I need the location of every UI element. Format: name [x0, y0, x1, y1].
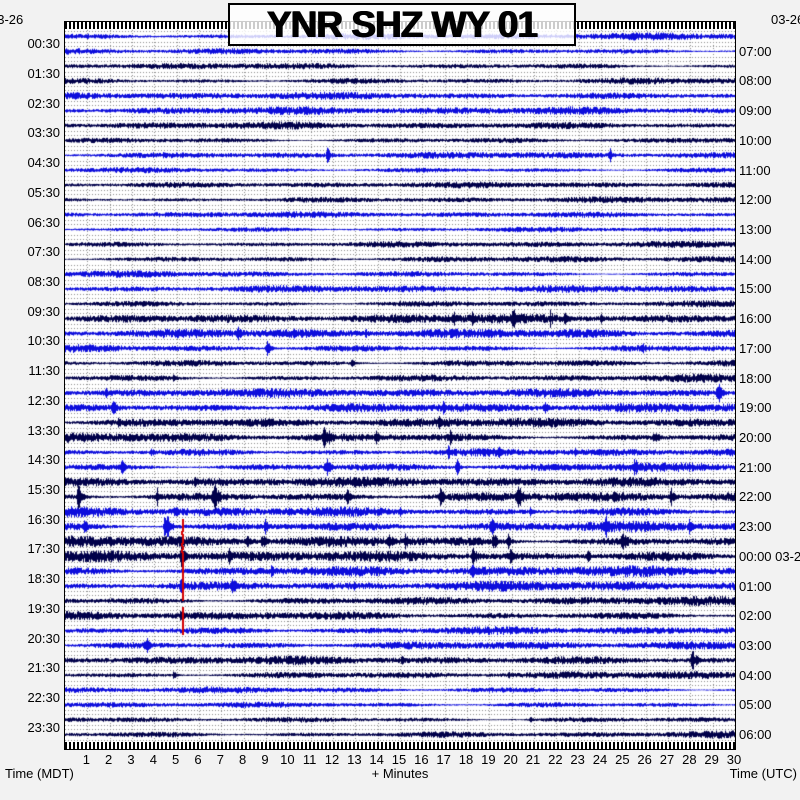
minute-label: 4: [149, 752, 157, 767]
time-label-utc: 19:00: [739, 400, 772, 416]
minute-label: 27: [659, 752, 675, 767]
time-label-utc: 10:00: [739, 132, 772, 148]
minute-label: 6: [194, 752, 202, 767]
minute-label: 3: [127, 752, 135, 767]
time-label-utc: 06:00: [739, 727, 772, 743]
time-label-mdt: 09:30: [27, 303, 60, 319]
time-label-mdt: 20:30: [27, 630, 60, 646]
time-label-utc: 12:00: [739, 192, 772, 208]
minute-label: 25: [615, 752, 630, 767]
time-label-utc: 14:00: [739, 251, 772, 267]
time-label-mdt: 02:30: [27, 95, 60, 111]
time-label-utc: 13:00: [739, 222, 772, 238]
time-label-mdt: 11:30: [28, 363, 60, 379]
time-label-utc: 21:00: [739, 459, 772, 475]
time-label-mdt: 03:30: [27, 125, 60, 141]
time-label-utc: 08:00: [739, 73, 772, 89]
minute-label: 14: [369, 752, 384, 767]
time-label-mdt: 19:30: [27, 600, 60, 616]
minute-label: 16: [414, 752, 429, 767]
time-label-utc: 00:00 03-27: [739, 548, 800, 564]
time-label-utc: 04:00: [739, 667, 772, 683]
station-title: YNR SHZ WY 01: [266, 3, 538, 45]
axis-caption-minutes: + Minutes: [371, 766, 429, 781]
time-label-mdt: 22:30: [27, 689, 60, 705]
minute-label: 23: [570, 752, 585, 767]
axis-caption-utc: Time (UTC): [729, 766, 797, 781]
minute-label: 26: [637, 752, 652, 767]
station-title-box: YNR SHZ WY 01: [228, 3, 576, 46]
minute-label: 21: [525, 752, 541, 767]
time-label-mdt: 17:30: [27, 541, 60, 557]
time-label-mdt: 21:30: [27, 660, 60, 676]
date-label-top-left: 03-26: [0, 12, 24, 27]
time-label-mdt: 15:30: [27, 481, 60, 497]
time-label-utc: 01:00: [739, 578, 772, 594]
time-label-mdt: 00:30: [27, 36, 60, 52]
time-label-utc: 07:00: [739, 43, 772, 59]
time-label-utc: 03:00: [739, 637, 772, 653]
minute-label: 7: [216, 752, 224, 767]
minute-label: 22: [548, 752, 563, 767]
time-label-utc: 16:00: [739, 311, 772, 327]
time-label-utc: 05:00: [739, 697, 772, 713]
time-label-mdt: 18:30: [27, 571, 60, 587]
minute-label: 8: [239, 752, 247, 767]
time-label-mdt: 07:30: [27, 244, 60, 260]
time-label-utc: 20:00: [739, 429, 772, 445]
minute-label: 2: [105, 752, 113, 767]
time-label-mdt: 23:30: [27, 719, 60, 735]
minute-label: 1: [82, 752, 90, 767]
bottom-tick-comb: [65, 742, 735, 749]
minute-label: 30: [726, 752, 742, 767]
date-label-top-right: 03-26: [771, 12, 800, 27]
time-label-utc: 09:00: [739, 103, 772, 119]
minute-label: 24: [592, 752, 608, 767]
time-label-mdt: 06:30: [27, 214, 60, 230]
time-label-utc: 15:00: [739, 281, 772, 297]
minute-label: 13: [347, 752, 362, 767]
axis-caption-mdt: Time (MDT): [5, 766, 74, 781]
time-label-mdt: 13:30: [27, 422, 60, 438]
time-label-utc: 22:00: [739, 489, 772, 505]
minute-label: 12: [324, 752, 340, 767]
time-label-mdt: 12:30: [27, 392, 60, 408]
minute-label: 10: [280, 752, 295, 767]
time-label-utc: 17:00: [739, 340, 772, 356]
time-label-mdt: 14:30: [27, 452, 60, 468]
minute-label: 5: [172, 752, 180, 767]
time-label-mdt: 04:30: [27, 155, 60, 171]
minute-label: 17: [436, 752, 451, 767]
time-label-mdt: 05:30: [27, 184, 60, 200]
minute-label: 19: [481, 752, 496, 767]
time-label-utc: 02:00: [739, 608, 772, 624]
time-label-utc: 18:00: [739, 370, 772, 386]
minute-label: 15: [391, 752, 407, 767]
helicorder-plot: [64, 21, 736, 750]
minute-label: 11: [302, 752, 317, 767]
minute-label: 9: [261, 752, 269, 767]
time-label-utc: 23:00: [739, 519, 772, 535]
time-label-mdt: 01:30: [27, 66, 60, 82]
minute-label: 29: [704, 752, 719, 767]
time-label-mdt: 08:30: [27, 274, 60, 290]
seismogram-canvas: [65, 29, 735, 742]
time-label-mdt: 10:30: [27, 333, 60, 349]
time-label-utc: 11:00: [739, 162, 771, 178]
minute-label: 20: [503, 752, 518, 767]
time-label-mdt: 16:30: [27, 511, 60, 527]
minute-label: 28: [682, 752, 697, 767]
minute-label: 18: [458, 752, 474, 767]
